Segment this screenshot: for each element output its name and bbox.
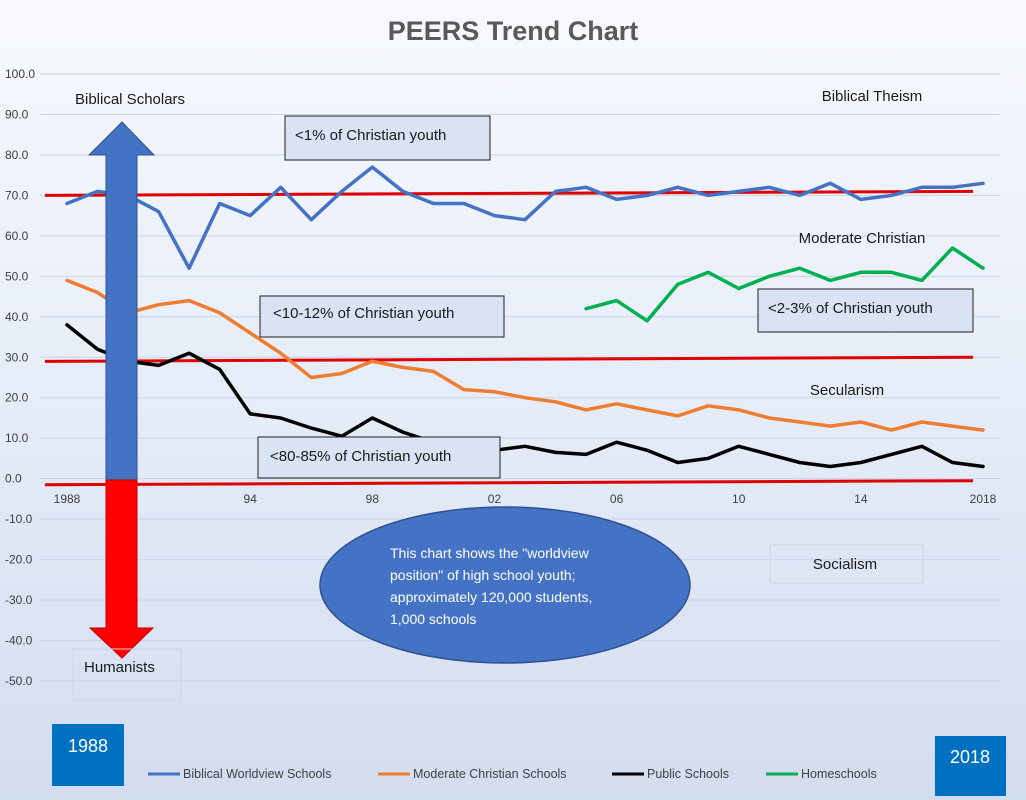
- y-axis-ticks: 100.0 90.0 80.0 70.0 60.0 50.0 40.0 30.0 20.0 10.…: [5, 67, 35, 688]
- callout-10pct: <10-12% of Christian youth: [273, 305, 454, 322]
- x-axis-ticks: 1988 94 98 02 06 10 14 2018: [54, 492, 997, 506]
- legend-label-biblical: Biblical Worldview Schools: [183, 767, 331, 781]
- series-line-moderate: [65, 278, 985, 432]
- threshold-line: [44, 355, 974, 363]
- region-label-secularism: Secularism: [810, 382, 884, 399]
- x-tick-label: 98: [366, 492, 380, 506]
- note-line-1: This chart shows the "worldview: [390, 545, 590, 561]
- note-line-4: 1,000 schools: [390, 611, 476, 627]
- x-tick-label: 14: [854, 492, 868, 506]
- y-tick-label: -10.0: [5, 512, 33, 526]
- series-lines: [65, 165, 985, 469]
- callout-1pct: <1% of Christian youth: [295, 127, 446, 144]
- chart-title: PEERS Trend Chart: [388, 16, 639, 46]
- y-tick-label: -50.0: [5, 674, 33, 688]
- y-tick-label: 40.0: [5, 310, 29, 324]
- x-tick-label: 10: [732, 492, 746, 506]
- y-tick-label: 30.0: [5, 350, 29, 364]
- y-tick-label: 10.0: [5, 431, 29, 445]
- y-tick-label: 20.0: [5, 391, 29, 405]
- legend: Biblical Worldview Schools Moderate Chri…: [148, 767, 877, 781]
- callout-2pct: <2-3% of Christian youth: [768, 300, 933, 317]
- arrow-up-icon: [87, 121, 156, 483]
- region-label-socialism: Socialism: [813, 556, 877, 573]
- y-tick-label: -20.0: [5, 553, 33, 567]
- arrow-label-bottom: Humanists: [84, 659, 155, 676]
- region-label-biblical-theism: Biblical Theism: [822, 88, 923, 105]
- x-tick-label: 1988: [54, 492, 81, 506]
- note-line-3: approximately 120,000 students,: [390, 589, 592, 605]
- y-tick-label: 60.0: [5, 229, 29, 243]
- callout-box-10pct: [259, 295, 505, 338]
- series-line-public: [65, 323, 985, 469]
- corner-label-left: 1988: [68, 736, 108, 756]
- legend-label-moderate: Moderate Christian Schools: [413, 767, 567, 781]
- corner-box-left: [52, 724, 124, 786]
- y-tick-label: 0.0: [5, 472, 22, 486]
- x-tick-label: 94: [244, 492, 258, 506]
- callout-box-80pct: [257, 436, 501, 479]
- arrow-label-top: Biblical Scholars: [75, 91, 185, 108]
- y-tick-label: 50.0: [5, 269, 29, 283]
- corner-box-right: [935, 736, 1006, 796]
- y-tick-label: 80.0: [5, 148, 29, 162]
- y-tick-label: 90.0: [5, 107, 29, 121]
- threshold-line: [44, 479, 974, 487]
- note-line-2: position" of high school youth;: [390, 567, 576, 583]
- legend-label-homeschool: Homeschools: [801, 767, 877, 781]
- arrow-down-icon: [88, 479, 155, 659]
- callout-80pct-group: <80-85% of Christian youth: [257, 436, 501, 479]
- note-ellipse: This chart shows the "worldview position…: [319, 506, 691, 664]
- callout-80pct: <80-85% of Christian youth: [270, 448, 451, 465]
- series-line-biblical: [65, 165, 985, 270]
- x-tick-label: 06: [610, 492, 624, 506]
- y-tick-label: 70.0: [5, 188, 29, 202]
- x-tick-label: 02: [488, 492, 502, 506]
- y-tick-label: 100.0: [5, 67, 35, 81]
- socialism-box: [769, 544, 924, 584]
- region-label-moderate-christian: Moderate Christian: [799, 230, 926, 247]
- note-ellipse-shape: [319, 506, 691, 664]
- callout-box-1pct: [284, 115, 491, 161]
- callout-box-2pct: [757, 288, 974, 333]
- corner-label-right: 2018: [950, 747, 990, 767]
- y-tick-label: -30.0: [5, 593, 33, 607]
- x-tick-label: 2018: [970, 492, 997, 506]
- threshold-line: [44, 189, 974, 197]
- worldview-arrow: [87, 121, 156, 659]
- y-tick-label: -40.0: [5, 634, 33, 648]
- humanists-box: [72, 648, 182, 701]
- legend-label-public: Public Schools: [647, 767, 729, 781]
- series-line-homeschool: [584, 246, 985, 323]
- annotations: Biblical Scholars Biblical Theism Modera…: [75, 88, 974, 584]
